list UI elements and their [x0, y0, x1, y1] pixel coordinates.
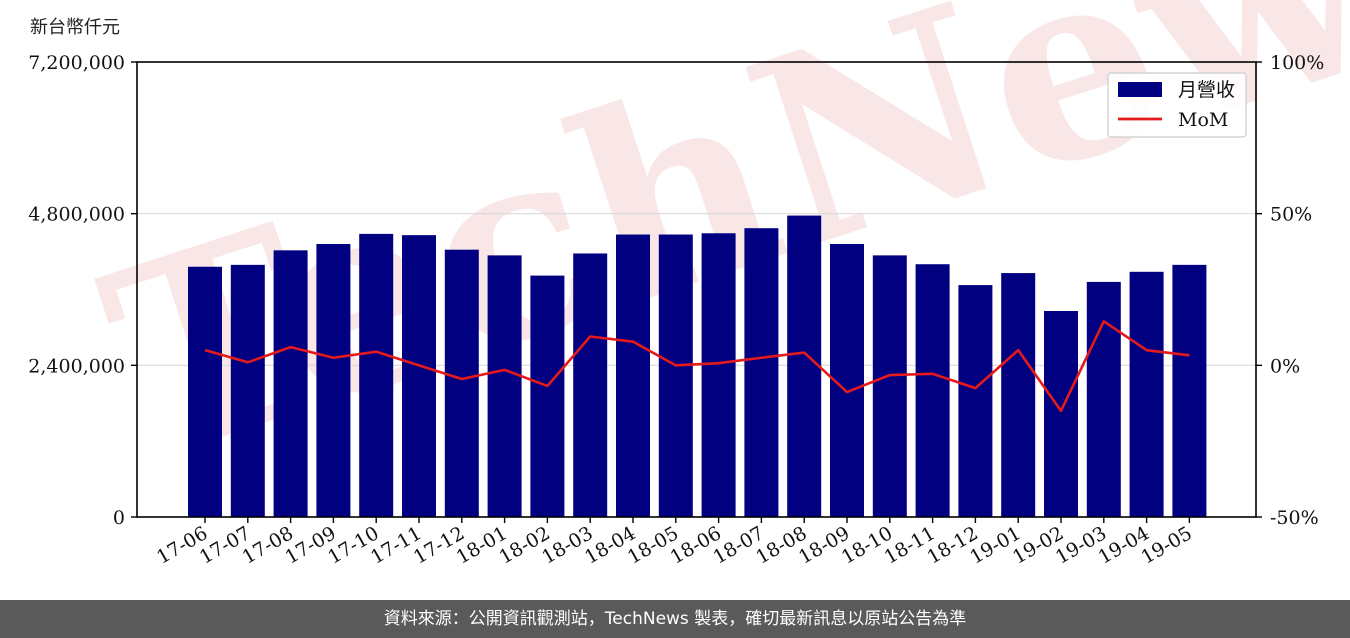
- mom-line: [204, 320, 1190, 413]
- bar-19-05: [1172, 264, 1207, 517]
- legend-swatch-bar: [1118, 82, 1162, 97]
- bar-18-07: [744, 228, 779, 517]
- y-left-tick-label: 2,400,000: [28, 355, 125, 377]
- bar-18-12: [958, 285, 993, 517]
- bar-17-11: [402, 235, 436, 517]
- bar-18-11: [915, 264, 950, 517]
- y-left-tick-label: 7,200,000: [28, 52, 125, 74]
- revenue-chart: 新台幣仟元 TechNews 02,400,0004,800,0007,200,…: [28, 0, 1350, 569]
- plot-frame: [136, 61, 1257, 518]
- bars: [188, 215, 1207, 518]
- x-tick-label: 19-05: [1137, 522, 1195, 568]
- bar-17-08: [273, 250, 308, 517]
- y-right-tick-label: 100%: [1270, 52, 1324, 74]
- y-left-tick-label: 0: [113, 507, 125, 529]
- bar-18-06: [701, 233, 736, 517]
- y-axis-unit-label: 新台幣仟元: [30, 17, 120, 38]
- y-right-tick-label: -50%: [1270, 507, 1319, 529]
- bar-17-09: [316, 244, 351, 517]
- legend-label-mom: MoM: [1178, 109, 1228, 131]
- bar-18-04: [616, 234, 650, 518]
- bar-18-08: [787, 215, 822, 517]
- bar-17-10: [359, 233, 394, 517]
- bar-18-01: [487, 255, 522, 517]
- bar-19-01: [1001, 273, 1036, 517]
- y-right-tick-label: 0%: [1270, 355, 1300, 377]
- mom-series-line: [204, 320, 1190, 413]
- bar-19-02: [1044, 310, 1078, 517]
- legend: 月營收 MoM: [1107, 72, 1247, 138]
- bar-18-02: [530, 275, 565, 517]
- bar-18-10: [872, 255, 907, 517]
- legend-label-revenue: 月營收: [1178, 79, 1235, 101]
- y-left-tick-label: 4,800,000: [28, 204, 125, 226]
- chart-area: 新台幣仟元 TechNews 02,400,0004,800,0007,200,…: [28, 0, 1350, 569]
- bar-17-06: [188, 266, 222, 517]
- bar-19-03: [1086, 281, 1121, 517]
- bar-18-05: [658, 234, 693, 518]
- bar-17-07: [230, 264, 265, 517]
- bar-17-12: [444, 249, 479, 517]
- y-right-tick-label: 50%: [1270, 204, 1312, 226]
- bar-19-04: [1129, 271, 1164, 517]
- bar-18-03: [573, 253, 608, 517]
- source-footer: 資料來源：公開資訊觀測站，TechNews 製表，確切最新訊息以原站公告為準: [0, 600, 1350, 638]
